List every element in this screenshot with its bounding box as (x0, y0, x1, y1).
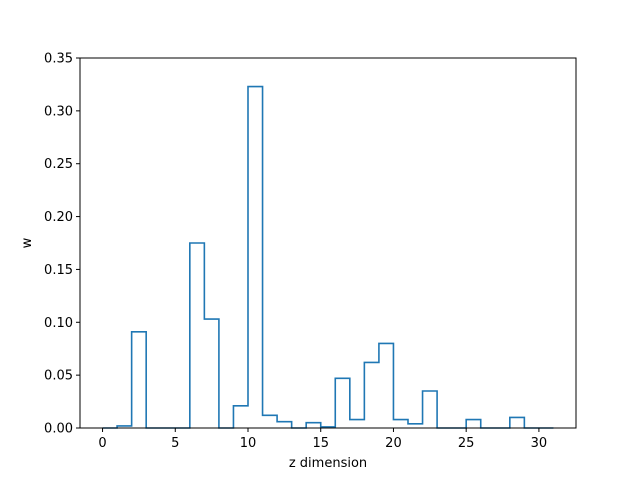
y-tick-label: 0.35 (44, 52, 73, 67)
y-tick-label: 0.15 (44, 263, 73, 278)
x-axis-label: z dimension (289, 456, 367, 471)
y-tick-label: 0.25 (44, 157, 73, 172)
x-axis: 0 5 10 15 20 25 30 (98, 428, 547, 451)
x-tick-label: 15 (312, 436, 329, 451)
y-tick-label: 0.30 (44, 104, 73, 119)
x-tick-label: 20 (385, 436, 402, 451)
y-tick-label: 0.05 (44, 369, 73, 384)
plot-frame (79, 57, 577, 429)
x-tick-label: 0 (98, 436, 106, 451)
y-tick-label: 0.10 (44, 316, 73, 331)
y-axis: 0.00 0.05 0.10 0.15 0.20 0.25 0.30 0.35 (44, 52, 80, 437)
y-tick-label: 0.00 (44, 422, 73, 437)
y-tick-label: 0.20 (44, 210, 73, 225)
x-tick-label: 5 (171, 436, 179, 451)
x-tick-label: 10 (240, 436, 257, 451)
histogram-step-line (102, 85, 554, 429)
histogram-series (102, 85, 554, 429)
y-axis-label: w (20, 237, 35, 248)
x-tick-label: 30 (531, 436, 548, 451)
x-tick-label: 25 (458, 436, 475, 451)
